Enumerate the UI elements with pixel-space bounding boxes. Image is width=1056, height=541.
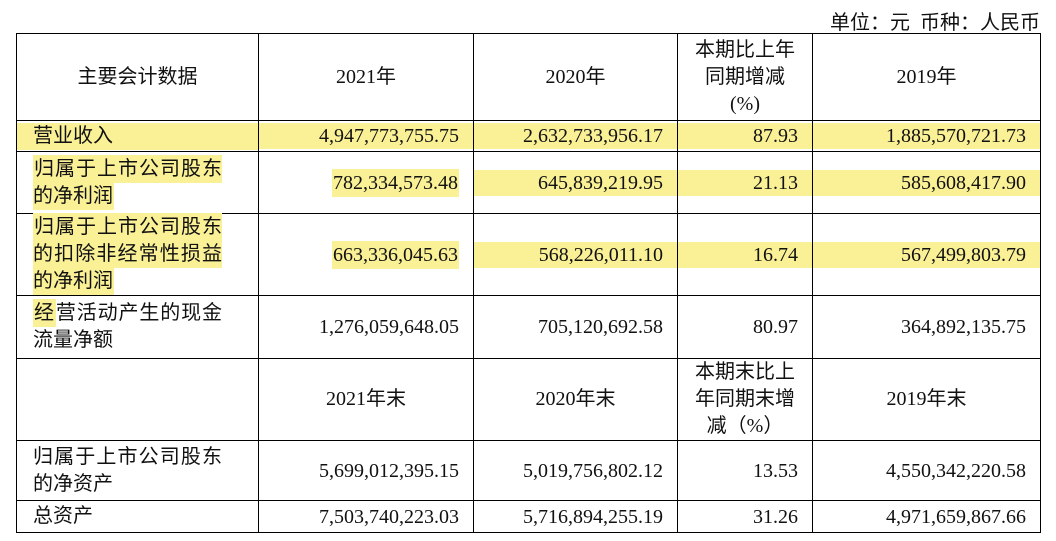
header-2019: 2019年 — [812, 33, 1041, 121]
operating-revenue-2020-value: 2,632,733,956.17 — [473, 120, 678, 152]
subheader-2021-yearend: 2021年末 — [258, 358, 474, 441]
row-label-operating-revenue: 营业收入 — [16, 120, 259, 152]
total-assets-2020-value: 5,716,894,255.19 — [473, 500, 678, 533]
operating-cash-flow-change-pct: 80.97 — [677, 295, 813, 359]
row-label-total-assets: 总资产 — [16, 500, 259, 533]
net-assets-2020-value: 5,019,756,802.12 — [473, 440, 678, 501]
net-profit-2020-value: 645,839,219.95 — [473, 151, 678, 214]
table-row-total-assets: 总资产 7,503,740,223.03 5,716,894,255.19 31… — [16, 500, 1041, 533]
deducted-net-profit-2019-value: 567,499,803.79 — [812, 213, 1041, 296]
row-label-operating-cash-flow: 经营活动产生的现金流量净额 — [16, 295, 259, 359]
header-main-accounting-data: 主要会计数据 — [16, 33, 259, 121]
operating-cash-flow-2021-value: 1,276,059,648.05 — [258, 295, 474, 359]
net-assets-change-pct: 13.53 — [677, 440, 813, 501]
header-2021: 2021年 — [258, 33, 474, 121]
operating-revenue-change-pct: 87.93 — [677, 120, 813, 152]
operating-revenue-2019-value: 1,885,570,721.73 — [812, 120, 1041, 152]
table-row-deducted-net-profit: 归属于上市公司股东的扣除非经常性损益的净利润 663,336,045.63 56… — [16, 213, 1041, 296]
table-header-row: 主要会计数据 2021年 2020年 本期比上年 同期增减 (%) 2019年 — [16, 33, 1041, 121]
total-assets-change-pct: 31.26 — [677, 500, 813, 533]
table-subheader-row: 2021年末 2020年末 本期末比上 年同期末增 减（%） 2019年末 — [16, 358, 1041, 441]
total-assets-2021-value: 7,503,740,223.03 — [258, 500, 474, 533]
table-row-net-profit: 归属于上市公司股东的净利润 782,334,573.48 645,839,219… — [16, 151, 1041, 214]
operating-cash-flow-2019-value: 364,892,135.75 — [812, 295, 1041, 359]
table-row-net-assets: 归属于上市公司股东的净资产 5,699,012,395.15 5,019,756… — [16, 440, 1041, 501]
net-profit-change-pct: 21.13 — [677, 151, 813, 214]
operating-revenue-2021-value: 4,947,773,755.75 — [258, 120, 474, 152]
net-profit-2021-value: 782,334,573.48 — [258, 151, 474, 214]
net-assets-2019-value: 4,550,342,220.58 — [812, 440, 1041, 501]
header-2020: 2020年 — [473, 33, 678, 121]
row-label-deducted-net-profit: 归属于上市公司股东的扣除非经常性损益的净利润 — [16, 213, 259, 296]
deducted-net-profit-change-pct: 16.74 — [677, 213, 813, 296]
net-profit-2019-value: 585,608,417.90 — [812, 151, 1041, 214]
table-row-operating-cash-flow: 经营活动产生的现金流量净额 1,276,059,648.05 705,120,6… — [16, 295, 1041, 359]
deducted-net-profit-2021-value: 663,336,045.63 — [258, 213, 474, 296]
row-label-net-assets: 归属于上市公司股东的净资产 — [16, 440, 259, 501]
subheader-2020-yearend: 2020年末 — [473, 358, 678, 441]
subheader-yearend-change-pct: 本期末比上 年同期末增 减（%） — [677, 358, 813, 441]
deducted-net-profit-2020-value: 568,226,011.10 — [473, 213, 678, 296]
table-row-operating-revenue: 营业收入 4,947,773,755.75 2,632,733,956.17 8… — [16, 120, 1041, 152]
row-label-net-profit: 归属于上市公司股东的净利润 — [16, 151, 259, 214]
subheader-empty-cell — [16, 358, 259, 441]
total-assets-2019-value: 4,971,659,867.66 — [812, 500, 1041, 533]
key-financials-table: 主要会计数据 2021年 2020年 本期比上年 同期增减 (%) 2019年 … — [16, 33, 1041, 533]
subheader-2019-yearend: 2019年末 — [812, 358, 1041, 441]
unit-currency-note: 单位：元 币种：人民币 — [830, 12, 1040, 34]
operating-cash-flow-2020-value: 705,120,692.58 — [473, 295, 678, 359]
header-yoy-change-pct: 本期比上年 同期增减 (%) — [677, 33, 813, 121]
net-assets-2021-value: 5,699,012,395.15 — [258, 440, 474, 501]
